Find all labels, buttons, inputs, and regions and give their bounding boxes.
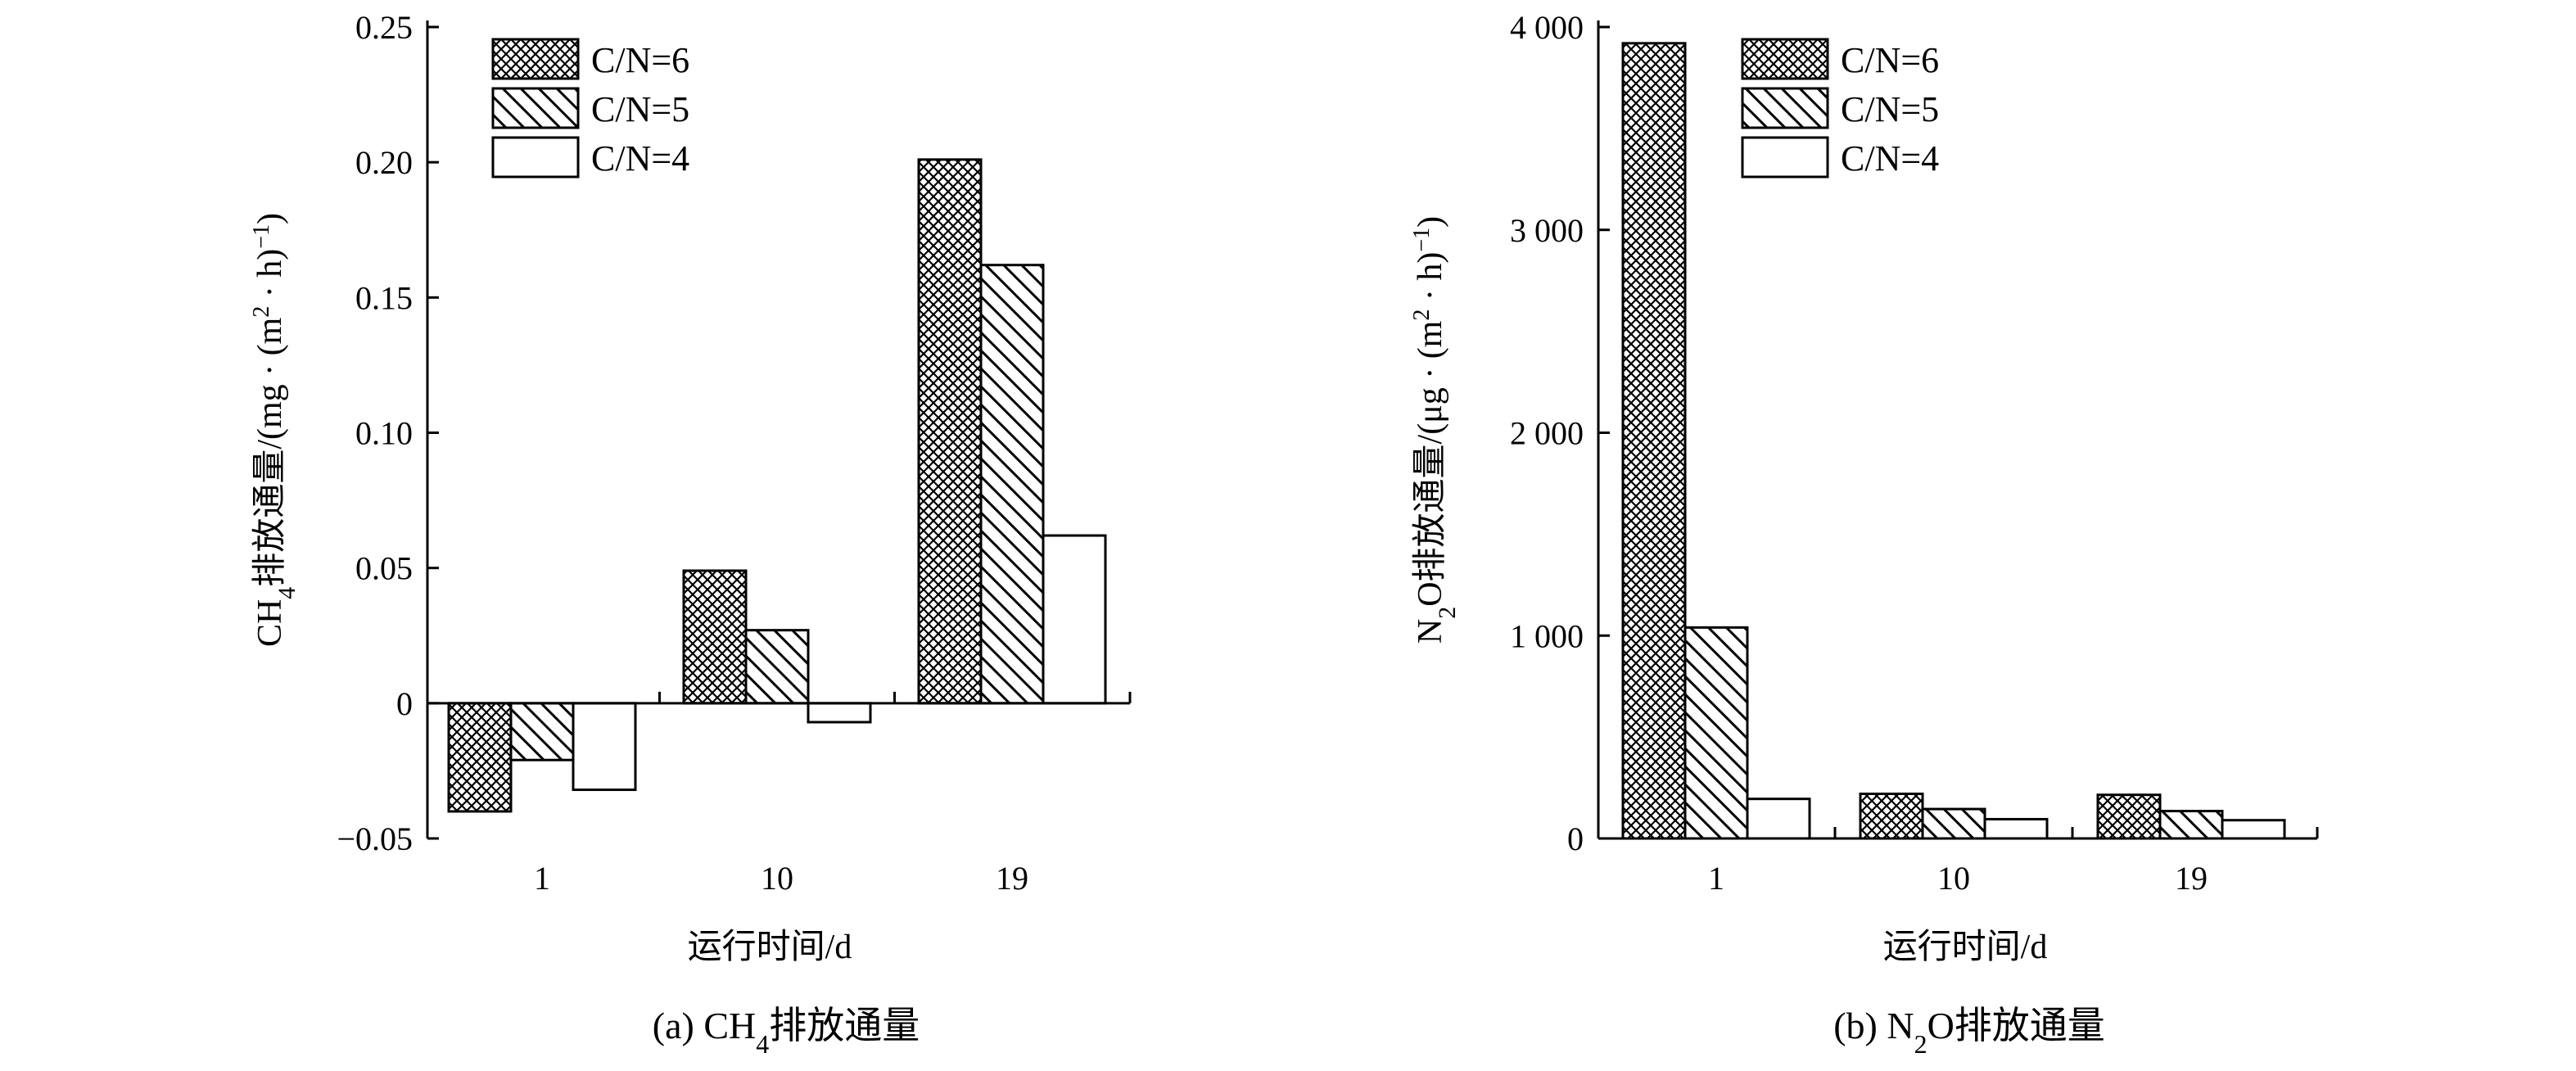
panel-caption: (a) CH4排放通量 [653, 1005, 920, 1059]
bar-CN5-10 [1921, 807, 1986, 840]
y-tick-label: 1 000 [1510, 617, 1584, 654]
chart-panel-a: −0.05 0 0.05 0.10 0.15 0.20 0.25 1 10 19 C/N=6 C/N=… [249, 9, 1132, 1059]
bar-CN4-19 [2221, 819, 2286, 840]
bar-CN4-10 [1983, 817, 2049, 840]
bar-CN5-10 [744, 629, 810, 705]
legend-swatch-CN6 [491, 38, 580, 80]
bar-CN4-1 [572, 702, 637, 792]
bar-CN4-19 [1042, 534, 1107, 705]
y-tick-label: 0.05 [355, 550, 413, 587]
x-tick-label: 10 [1937, 860, 1970, 897]
x-tick-label: 19 [996, 860, 1028, 897]
x-tick-label: 1 [534, 860, 550, 897]
y-tick-label: −0.05 [337, 820, 413, 857]
legend-swatch-CN5 [1741, 87, 1829, 129]
legend-label: C/N=6 [591, 40, 689, 80]
y-axis-label: N2O排放通量/(μg · (m2 · h)−1) [1409, 216, 1461, 644]
bar-CN5-1 [1683, 626, 1749, 840]
bar-CN6-10 [682, 569, 748, 705]
x-tick-label: 1 [1708, 860, 1724, 897]
legend-swatch-CN5 [491, 87, 580, 129]
legend-label: C/N=4 [591, 138, 689, 178]
y-tick-label: 0 [1567, 820, 1584, 857]
y-tick-label: 0.15 [355, 279, 413, 316]
y-tick-label: 3 000 [1510, 212, 1584, 249]
legend-label: C/N=5 [1841, 89, 1939, 129]
x-tick-label: 19 [2175, 860, 2208, 897]
bar-CN4-1 [1746, 798, 1811, 840]
legend-swatch-CN6 [1741, 38, 1829, 80]
bar-CN6-1 [1621, 42, 1687, 840]
bar-CN5-19 [2158, 810, 2224, 840]
x-axis-label: 运行时间/d [1883, 929, 2048, 966]
bar-CN5-1 [509, 702, 575, 761]
bar-CN5-19 [979, 264, 1045, 705]
legend-label: C/N=5 [591, 89, 689, 129]
legend-label: C/N=4 [1841, 138, 1939, 178]
y-tick-label: 4 000 [1510, 9, 1584, 46]
bar-CN6-19 [2096, 793, 2162, 840]
bar-CN6-10 [1859, 792, 1924, 840]
chart-panel-b: 0 1 000 2 000 3 000 4 000 1 10 19 C/N=6 C/N=5 C/N=… [1409, 9, 2319, 1059]
bar-CN6-1 [447, 702, 513, 813]
legend-swatch-CN4 [491, 136, 580, 178]
legend-swatch-CN4 [1741, 136, 1829, 178]
bar-CN4-10 [807, 702, 872, 724]
y-tick-label: 0 [396, 685, 413, 722]
bar-CN6-19 [917, 158, 983, 705]
x-tick-label: 10 [761, 860, 793, 897]
y-tick-label: 0.20 [355, 144, 413, 181]
x-axis-label: 运行时间/d [688, 929, 852, 966]
y-tick-label: 0.10 [355, 415, 413, 452]
panel-caption: (b) N2O排放通量 [1833, 1005, 2105, 1059]
y-tick-label: 0.25 [355, 9, 413, 46]
y-tick-label: 2 000 [1510, 415, 1584, 452]
legend-label: C/N=6 [1841, 40, 1939, 80]
y-axis-label: CH4排放通量/(mg · (m2 · h)−1) [249, 213, 301, 647]
